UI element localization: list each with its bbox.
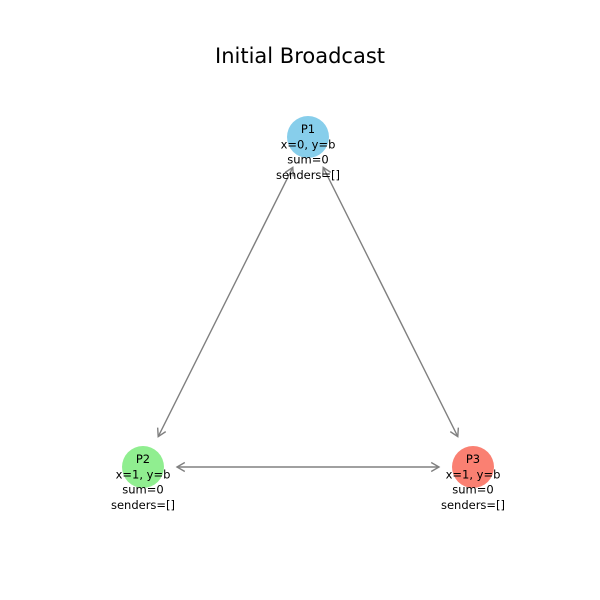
node-circle [287, 116, 329, 158]
arrowhead [430, 461, 441, 473]
edge-p1-p3 [321, 166, 460, 438]
node-senders: senders=[] [276, 168, 340, 182]
node-name: P3 [466, 452, 480, 466]
node-state: x=0, y=b [281, 137, 336, 151]
node-circle [452, 446, 494, 488]
node-sum: sum=0 [287, 153, 328, 167]
node-name: P1 [301, 122, 315, 136]
edges-layer [156, 166, 460, 473]
arrowhead [449, 427, 460, 438]
arrowhead [284, 166, 295, 177]
node-name: P2 [136, 452, 150, 466]
node-state: x=1, y=b [446, 467, 501, 481]
edge-line [157, 167, 294, 437]
node-senders: senders=[] [441, 498, 505, 512]
node-circle [122, 446, 164, 488]
edge-p1-p2 [156, 166, 295, 438]
edge-line [322, 167, 459, 437]
node-senders: senders=[] [111, 498, 175, 512]
node-sum: sum=0 [122, 483, 163, 497]
arrowhead [321, 166, 332, 177]
edge-p2-p3 [175, 461, 441, 473]
node-sum: sum=0 [452, 483, 493, 497]
diagram-title: Initial Broadcast [215, 44, 385, 68]
arrowhead [175, 461, 186, 473]
arrowhead [156, 427, 167, 438]
node-state: x=1, y=b [116, 467, 171, 481]
